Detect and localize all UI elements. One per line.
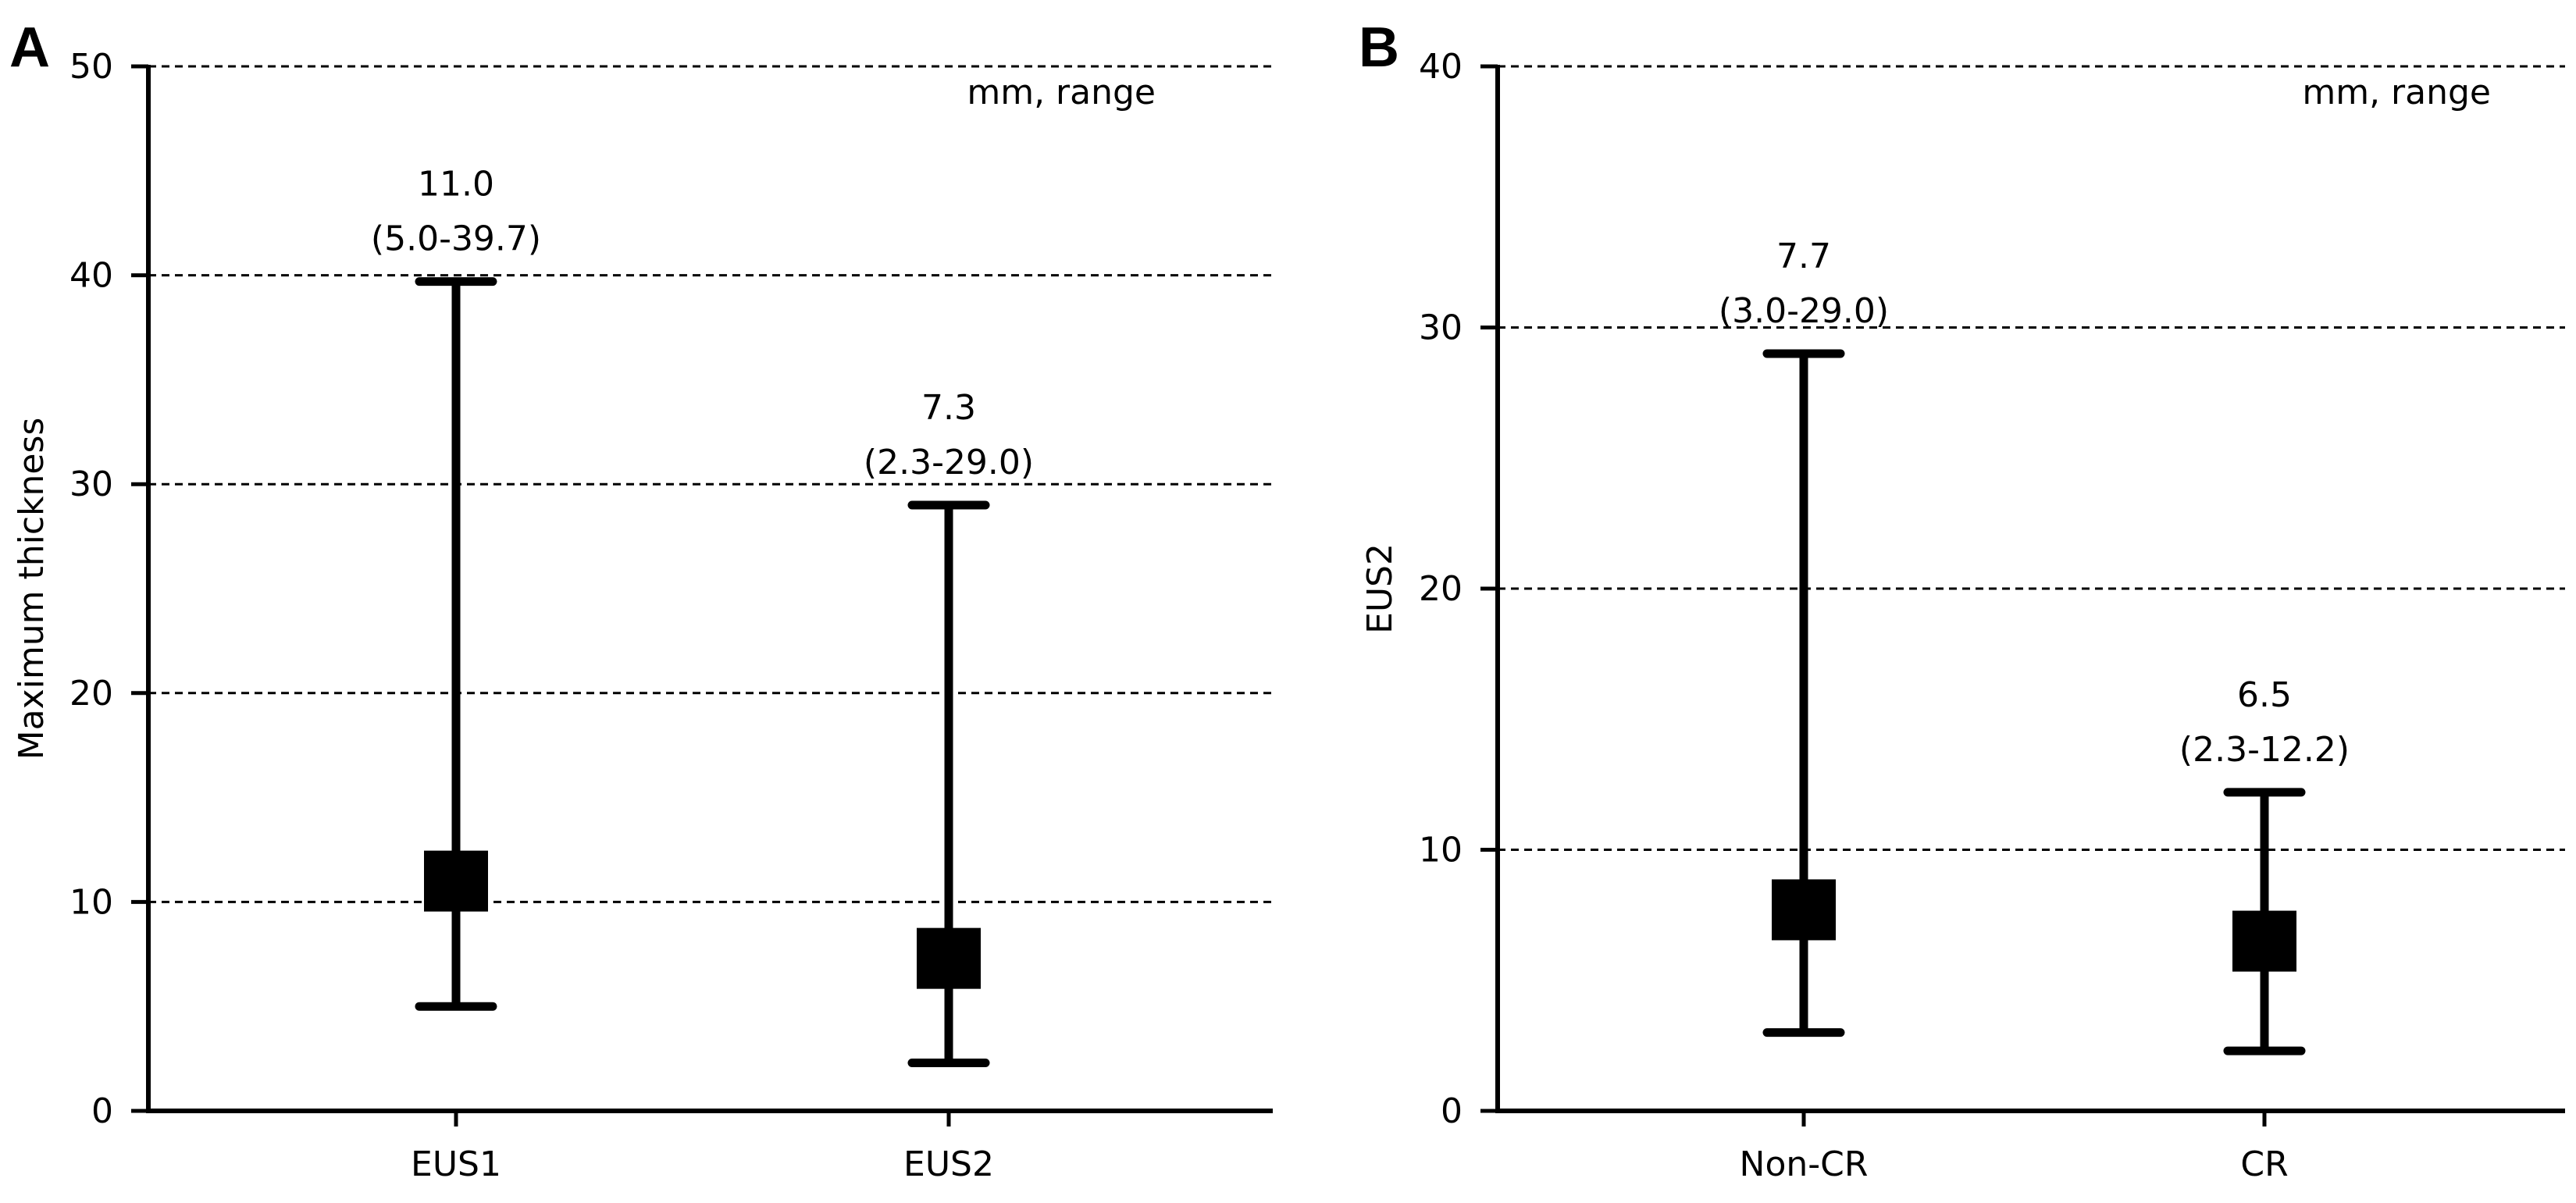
x-category-label: Non-CR [1740, 1144, 1869, 1184]
x-category-label: EUS1 [411, 1144, 501, 1184]
y-axis-title: Maximum thickness [12, 418, 52, 760]
range-label: (2.3-29.0) [864, 443, 1034, 482]
median-label: 7.3 [921, 388, 976, 428]
x-category-label: EUS2 [903, 1144, 994, 1184]
y-tick-label: 30 [1419, 308, 1463, 348]
median-label: 7.7 [1776, 237, 1831, 276]
y-tick-label: 10 [69, 882, 113, 922]
units-note: mm, range [2302, 73, 2491, 112]
y-tick-label: 10 [1419, 831, 1463, 870]
panel-b: B 0 10 20 30 40 EUS2 mm, range (3.0-29.0) 7.7 Non-… [1359, 16, 2565, 1184]
y-tick-label: 40 [1419, 47, 1463, 87]
median-marker [2232, 910, 2296, 972]
panel-letter: A [9, 16, 50, 79]
y-tick-label: 40 [69, 256, 113, 296]
range-label: (3.0-29.0) [1719, 291, 1889, 331]
panel-a: A 0 10 20 30 40 50 Maximum thickness mm, range (5… [9, 16, 1273, 1184]
median-marker [917, 927, 981, 989]
y-tick-label: 0 [1441, 1091, 1463, 1131]
y-tick-label: 50 [69, 47, 113, 87]
range-label: (5.0-39.7) [371, 219, 541, 259]
median-label: 11.0 [418, 165, 494, 205]
range-point: (2.3-12.2) 6.5 [2179, 675, 2350, 1055]
median-marker [1772, 879, 1836, 941]
x-category-label: CR [2240, 1144, 2288, 1184]
y-tick-label: 0 [91, 1091, 113, 1131]
y-tick-label: 20 [69, 674, 113, 714]
y-axis-title: EUS2 [1360, 543, 1400, 634]
range-point: (2.3-29.0) 7.3 [864, 388, 1034, 1067]
range-point: (3.0-29.0) 7.7 [1719, 237, 1889, 1037]
panel-letter: B [1359, 16, 1399, 79]
range-label: (2.3-12.2) [2179, 730, 2350, 770]
median-label: 6.5 [2237, 675, 2292, 715]
range-point: (5.0-39.7) 11.0 [371, 165, 541, 1011]
y-tick-label: 30 [69, 464, 113, 504]
units-note: mm, range [967, 73, 1156, 112]
y-tick-label: 20 [1419, 569, 1463, 609]
median-marker [424, 850, 488, 912]
